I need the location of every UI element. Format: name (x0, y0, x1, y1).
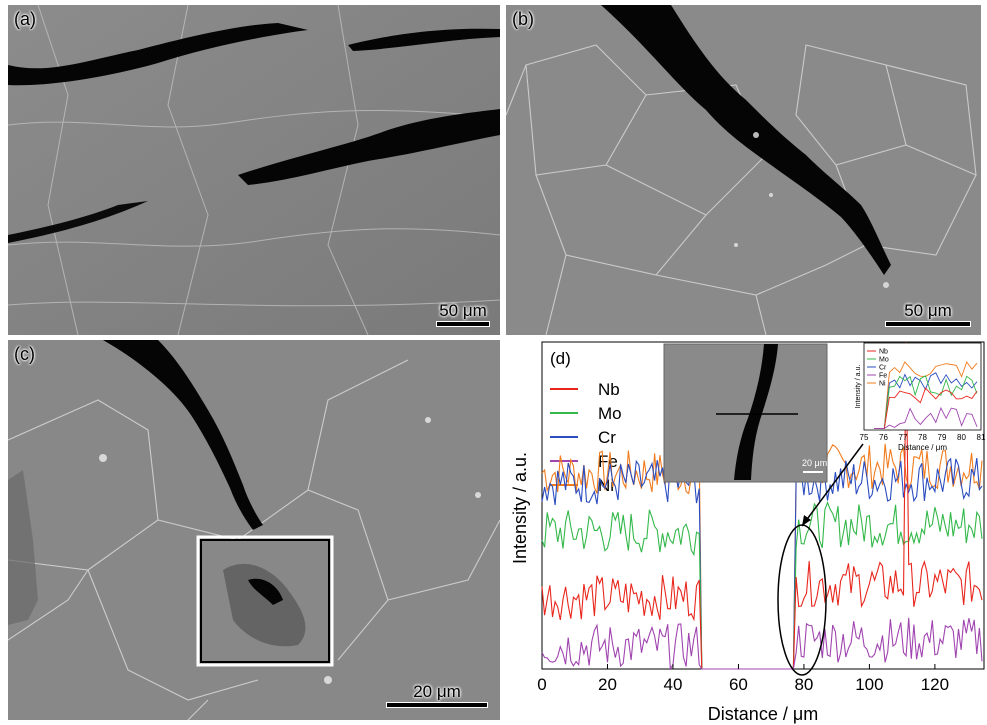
scale-text-c: 20 μm (413, 682, 461, 701)
arrow-head (802, 515, 811, 526)
inset-x-tick-label: 80 (957, 433, 966, 442)
chart-panel-d: (d) Nb Mo Cr Fe Ni 0 20 40 60 80 100 120 Distance … (506, 340, 986, 725)
scale-bar-c: 20 μm (386, 683, 488, 708)
x-tick-label: 80 (794, 675, 813, 694)
panel-label-d: (d) (550, 349, 571, 368)
inset-x-tick-label: 75 (860, 433, 869, 442)
inset-x-tick-label: 76 (879, 433, 888, 442)
crack-c (103, 340, 263, 530)
crack-a-2 (348, 28, 500, 51)
scale-bar-b: 50 μm (885, 302, 971, 327)
crack-a-1 (8, 23, 308, 86)
scale-line-c (386, 702, 488, 708)
legend-label: Cr (598, 428, 616, 447)
x-axis: 0 20 40 60 80 100 120 (537, 664, 949, 694)
crack-a-3 (238, 109, 500, 185)
crack-a-4 (8, 201, 148, 243)
inset-x-label: Distance / μm (898, 443, 947, 452)
x-tick-label: 60 (729, 675, 748, 694)
x-tick-label: 120 (921, 675, 949, 694)
series-line-fe (541, 617, 983, 671)
pointer-arrow (801, 443, 864, 527)
x-tick-label: 0 (537, 675, 546, 694)
inset-legend-label: Cr (879, 365, 887, 372)
inset-series-nb (874, 387, 978, 429)
legend-label: Mo (598, 404, 622, 423)
x-axis-label: Distance / μm (708, 704, 818, 724)
panel-label-b: (b) (512, 9, 534, 29)
highlight-box (196, 535, 334, 667)
inset-series-mo (874, 375, 978, 429)
legend-label: Nb (598, 380, 620, 399)
sem-image-c: (c) 20 μm (8, 340, 500, 720)
inset-legend-label: Nb (879, 349, 888, 356)
x-tick-label: 20 (598, 675, 617, 694)
inset-x-tick-label: 81 (977, 433, 986, 442)
inset-chart: 75 76 77 78 79 80 81 Distance / μm Intensity / a… (855, 342, 986, 452)
sem-image-b: (b) 50 μm (506, 5, 981, 335)
crack-b (601, 5, 891, 275)
x-tick-label: 100 (855, 675, 883, 694)
inset-legend-label: Fe (879, 373, 887, 380)
inset-legend-label: Ni (879, 381, 886, 388)
inset-scale-text: 20 μm (802, 458, 827, 468)
sem-texture-c (8, 340, 500, 720)
scale-bar-a: 50 μm (436, 302, 490, 327)
panel-label-a: (a) (14, 9, 36, 29)
x-tick-label: 40 (664, 675, 683, 694)
scale-text-a: 50 μm (439, 301, 487, 320)
sem-image-a: (a) 50 μm (8, 5, 500, 335)
inset-legend-label: Mo (879, 357, 889, 364)
inset-y-label: Intensity / a.u. (855, 365, 862, 409)
y-axis-label: Intensity / a.u. (510, 452, 530, 564)
inset-x-tick-label: 78 (918, 433, 927, 442)
scale-line-b (885, 321, 971, 327)
series-group (541, 341, 983, 671)
inset-image: 20 μm (663, 343, 828, 483)
inset-x-tick-label: 77 (899, 433, 908, 442)
inset-series-fe (874, 406, 978, 429)
sem-texture-b (506, 5, 981, 335)
sem-texture-a (8, 5, 500, 335)
panel-label-c: (c) (14, 344, 35, 364)
inset-x-tick-label: 79 (938, 433, 947, 442)
inset-series-cr (874, 372, 978, 429)
scale-line-a (436, 321, 490, 327)
scale-text-b: 50 μm (904, 301, 952, 320)
inset-scale-bar (803, 471, 823, 473)
